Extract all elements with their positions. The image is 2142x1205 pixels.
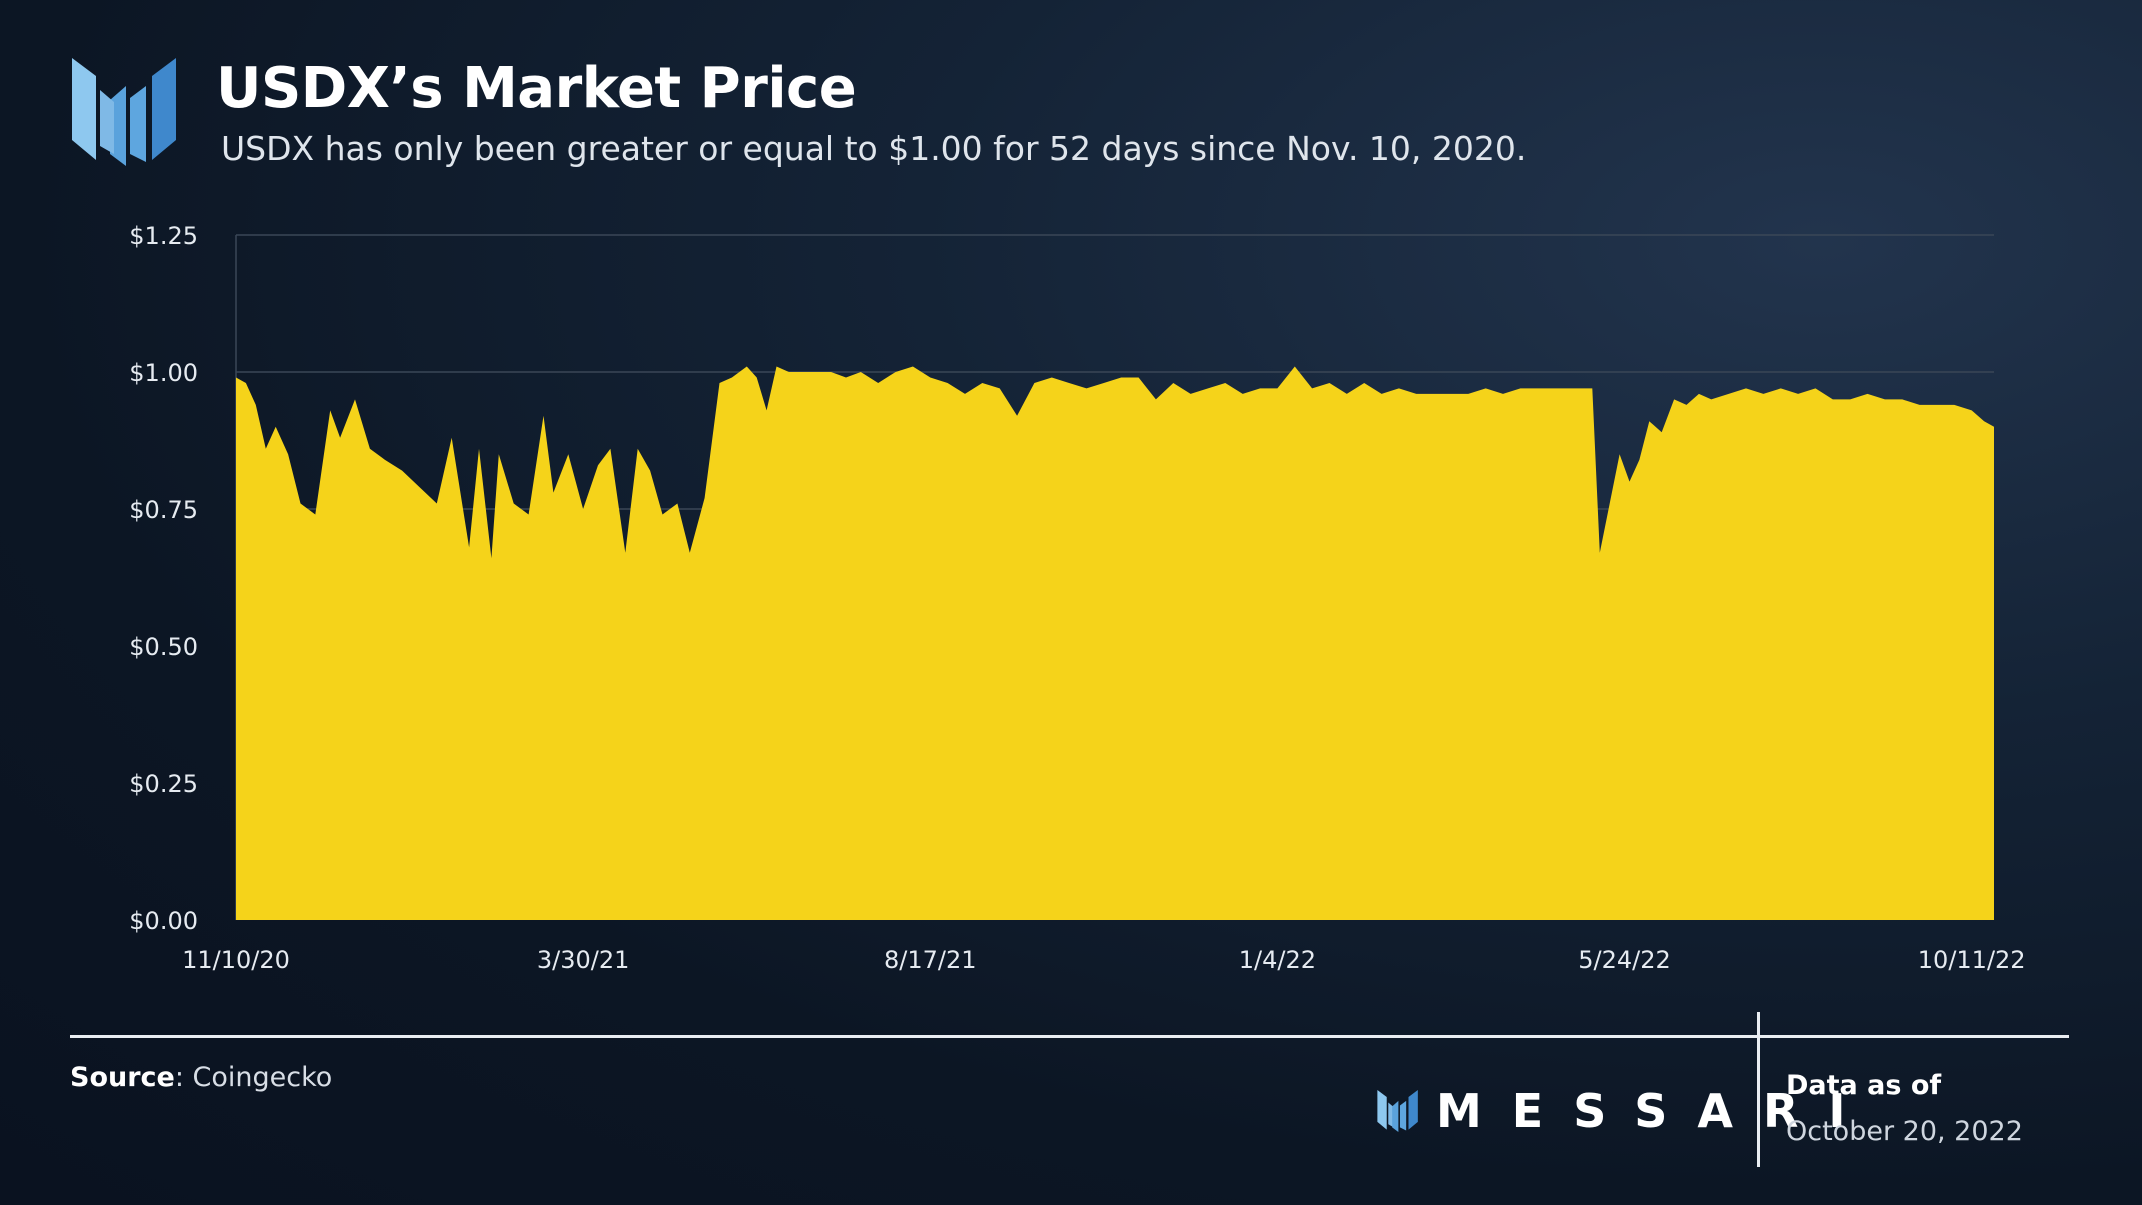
y-tick-label: $0.75 <box>129 496 198 524</box>
footer-divider <box>70 1035 2069 1038</box>
x-tick-label: 5/24/22 <box>1578 946 1671 974</box>
data-as-of-date: October 20, 2022 <box>1786 1116 2023 1147</box>
chart-subtitle: USDX has only been greater or equal to $… <box>221 129 1527 168</box>
source-value: : Coingecko <box>174 1062 333 1093</box>
footer-vertical-divider <box>1757 1012 1760 1167</box>
messari-logo-icon <box>72 58 176 166</box>
y-tick-label: $1.25 <box>129 222 198 250</box>
y-tick-label: $1.00 <box>129 359 198 387</box>
messari-wordmark: MESSARI <box>1436 1084 1876 1138</box>
x-tick-label: 1/4/22 <box>1239 946 1316 974</box>
price-area <box>236 366 1994 920</box>
price-area-chart: $0.00 $0.25 $0.50 $0.75 $1.00 $1.25 11/10/20 3/… <box>129 222 2026 974</box>
x-tick-label: 3/30/21 <box>537 946 630 974</box>
y-tick-label: $0.25 <box>129 770 198 798</box>
data-as-of-label: Data as of <box>1786 1070 1942 1101</box>
source-label: Source <box>70 1062 175 1093</box>
messari-mark-icon <box>1377 1090 1418 1132</box>
x-tick-label: 8/17/21 <box>884 946 977 974</box>
y-tick-label: $0.00 <box>129 907 198 935</box>
x-tick-label: 11/10/20 <box>182 946 290 974</box>
chart-title: USDX’s Market Price <box>216 56 857 121</box>
x-tick-label: 10/11/22 <box>1918 946 2026 974</box>
y-tick-label: $0.50 <box>129 633 198 661</box>
messari-brand: MESSARI <box>1376 1084 1876 1138</box>
source-note: Source: Coingecko <box>70 1062 332 1093</box>
